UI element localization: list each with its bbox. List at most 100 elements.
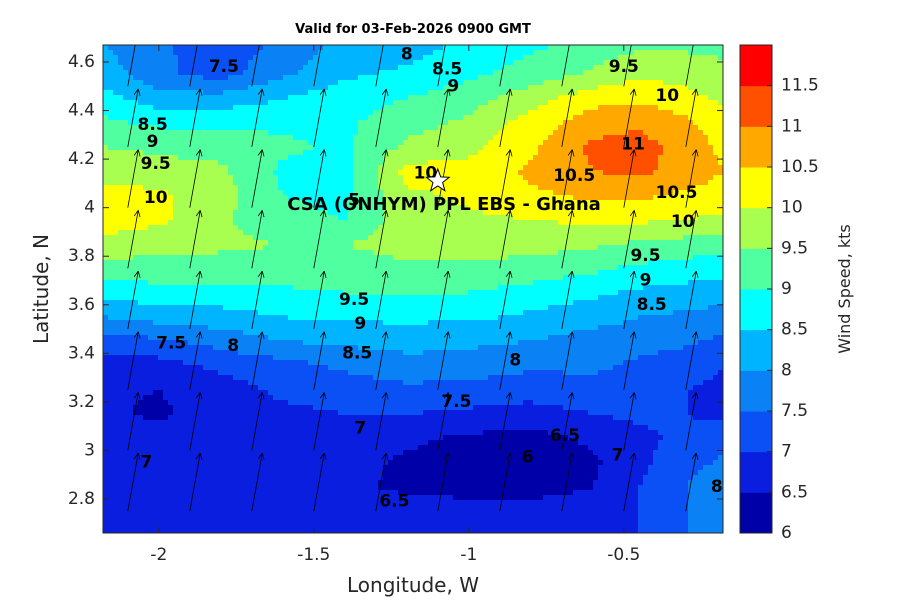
colorbar-tick-label: 10.5 (781, 157, 819, 177)
wind-vector (375, 45, 384, 87)
wind-vector (437, 331, 451, 390)
colorbar-segment (740, 329, 772, 371)
wind-vector (561, 45, 570, 87)
wind-vector (499, 392, 513, 451)
colorbar-tick-label: 6 (781, 523, 792, 543)
wind-vector (375, 270, 389, 330)
wind-vector (189, 392, 203, 451)
contour-label: 7 (354, 419, 366, 439)
contour-label: 9 (447, 76, 459, 96)
wind-vector (375, 452, 389, 512)
wind-vector (499, 149, 513, 208)
colorbar-segment (740, 370, 772, 412)
colorbar-tick-label: 8.5 (781, 320, 808, 340)
contour-label: 7.5 (156, 334, 186, 354)
wind-vector (127, 392, 141, 451)
wind-vector (189, 88, 203, 148)
colorbar-segment (740, 289, 772, 331)
wind-vector (499, 88, 513, 148)
wind-vector (189, 452, 203, 512)
wind-vector (437, 452, 451, 512)
wind-vector (685, 331, 699, 390)
y-tick-label: 4.2 (68, 149, 95, 169)
wind-vector (127, 331, 141, 390)
colorbar-segment (740, 167, 772, 209)
wind-vector (623, 45, 632, 87)
wind-vector (127, 452, 141, 512)
contour-label: 6.5 (379, 491, 409, 511)
contour-label: 7 (612, 445, 624, 465)
wind-vector (437, 210, 451, 269)
wind-vector (561, 392, 575, 451)
wind-vector (623, 392, 637, 451)
wind-vector (127, 149, 141, 208)
wind-vector (313, 392, 327, 451)
wind-vector (499, 270, 513, 330)
contour-label: 8.5 (637, 295, 667, 315)
contour-label: 8.5 (432, 59, 462, 79)
wind-vector (561, 210, 575, 269)
wind-vector (189, 149, 203, 208)
contour-label: 10 (671, 212, 695, 232)
wind-vector (127, 88, 141, 148)
contour-label: 8 (401, 45, 413, 65)
colorbar-tick-label: 11.5 (781, 76, 819, 96)
colorbar-segment (740, 451, 772, 493)
wind-vector (561, 88, 575, 148)
contour-label: 5 (348, 190, 360, 210)
wind-vector (375, 331, 389, 390)
colorbar-segment (740, 207, 772, 249)
contour-label: 10.5 (553, 166, 595, 186)
colorbar-tick-label: 6.5 (781, 482, 808, 502)
contour-label: 8.5 (138, 115, 168, 135)
chart-title: Valid for 03-Feb-2026 0900 GMT (295, 22, 531, 37)
wind-vector (189, 45, 198, 87)
wind-vector (251, 331, 265, 390)
contour-label: 7 (140, 453, 152, 473)
contour-label: 8 (227, 336, 239, 356)
contour-label: 9 (640, 271, 652, 291)
wind-vector (251, 270, 265, 330)
contour-label: 9.5 (630, 246, 660, 266)
contour-label: 8 (711, 477, 723, 497)
y-tick-label: 4.4 (68, 101, 95, 121)
contour-label: 9 (147, 132, 159, 152)
wind-vector (561, 149, 575, 208)
star-icon (425, 167, 451, 192)
y-tick-label: 4.6 (68, 52, 95, 72)
wind-vector (623, 452, 637, 512)
y-tick-label: 2.8 (68, 489, 95, 509)
x-tick-label: -1 (460, 545, 477, 565)
wind-vector (375, 88, 389, 148)
contour-label: 6.5 (550, 426, 580, 446)
contour-label: 7.5 (441, 392, 471, 412)
colorbar-tick-label: 11 (781, 116, 803, 136)
wind-vector (251, 88, 265, 148)
wind-vector (251, 45, 260, 87)
wind-vector (313, 331, 327, 390)
colorbar-tick-label: 8 (781, 360, 792, 380)
contour-labels: 7.588.599.5108.599.5101110.510.5109.598.… (138, 45, 723, 511)
colorbar-tick-label: 7.5 (781, 401, 808, 421)
wind-vector (685, 149, 699, 208)
wind-vector (251, 452, 265, 512)
wind-vector (685, 45, 694, 87)
colorbar-segment (740, 126, 772, 168)
station-label: CSA (ONHYM) PPL EBS - Ghana (287, 194, 601, 215)
station-marker-group: CSA (ONHYM) PPL EBS - Ghana (287, 167, 601, 215)
wind-vector (623, 331, 637, 390)
wind-vector (685, 270, 699, 330)
wind-vector (375, 392, 389, 451)
wind-vector (685, 452, 699, 512)
colorbar-tick-label: 10 (781, 198, 803, 218)
colorbar-segment (740, 248, 772, 290)
contour-label: 9.5 (609, 57, 639, 77)
wind-vector (499, 331, 513, 390)
wind-vectors (127, 45, 699, 512)
contour-label: 9.5 (141, 154, 171, 174)
plot-frame (102, 44, 724, 534)
wind-vector (313, 149, 327, 208)
colorbar-segment (740, 411, 772, 453)
wind-vector (313, 270, 327, 330)
